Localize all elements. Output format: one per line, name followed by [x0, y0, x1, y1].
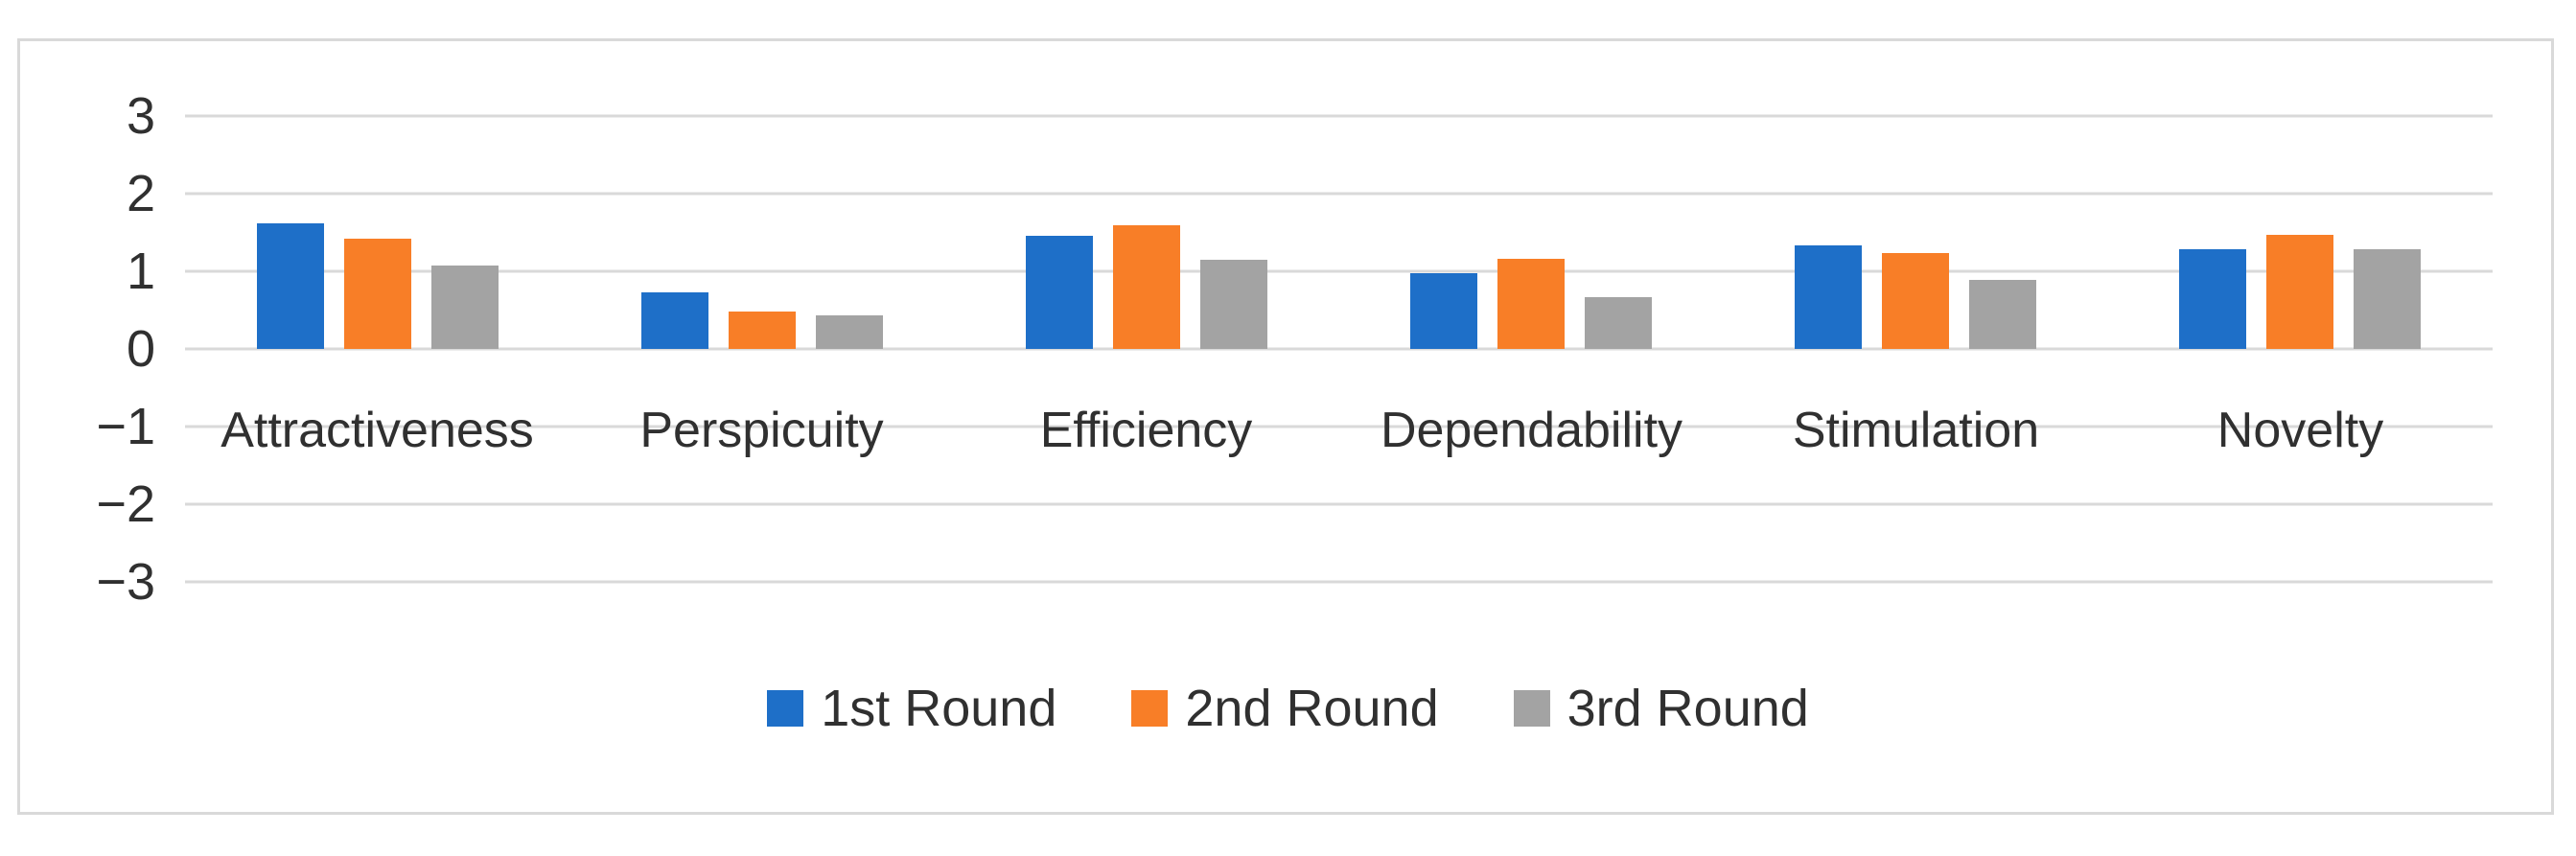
bar-novelty-1st-round	[2179, 249, 2246, 349]
legend-label: 2nd Round	[1185, 680, 1439, 737]
category-label-stimulation: Stimulation	[1792, 403, 2040, 458]
category-label-attractiveness: Attractiveness	[220, 403, 534, 458]
legend-label: 3rd Round	[1566, 680, 1809, 737]
bar-stimulation-2nd-round	[1882, 253, 1949, 349]
bar-efficiency-2nd-round	[1113, 225, 1180, 349]
bar-stimulation-1st-round	[1795, 245, 1862, 349]
gridline-y--1	[185, 425, 2493, 428]
bar-attractiveness-1st-round	[257, 223, 324, 349]
bar-novelty-2nd-round	[2266, 235, 2333, 349]
gridline-y--3	[185, 580, 2493, 584]
bar-perspicuity-1st-round	[641, 292, 708, 349]
bar-perspicuity-2nd-round	[729, 312, 796, 349]
gridline-y-2	[185, 192, 2493, 196]
y-tick-label-3: 3	[126, 87, 155, 145]
legend-label: 1st Round	[821, 680, 1057, 737]
y-tick-label--3: −3	[96, 553, 155, 611]
gridline-y-3	[185, 114, 2493, 118]
y-tick-label-0: 0	[126, 320, 155, 378]
y-tick-label--2: −2	[96, 475, 155, 533]
bar-novelty-3rd-round	[2354, 249, 2421, 349]
legend-item-1st-round: 1st Round	[767, 682, 1056, 734]
bar-perspicuity-3rd-round	[816, 315, 883, 349]
legend-swatch-icon	[1131, 690, 1169, 727]
bar-attractiveness-2nd-round	[344, 239, 411, 349]
gridline-y--2	[185, 502, 2493, 506]
bar-efficiency-1st-round	[1026, 236, 1093, 349]
gridline-y-1	[185, 269, 2493, 273]
bar-stimulation-3rd-round	[1969, 280, 2036, 349]
category-label-efficiency: Efficiency	[1039, 403, 1253, 458]
bar-dependability-2nd-round	[1497, 259, 1565, 349]
category-label-perspicuity: Perspicuity	[639, 403, 884, 458]
legend: 1st Round 2nd Round 3rd Round	[0, 682, 2576, 734]
y-tick-label-1: 1	[126, 243, 155, 300]
category-label-novelty: Novelty	[2216, 403, 2384, 458]
bar-efficiency-3rd-round	[1200, 260, 1267, 349]
legend-item-2nd-round: 2nd Round	[1131, 680, 1439, 737]
legend-item-3rd-round: 3rd Round	[1513, 680, 1809, 737]
y-tick-label-2: 2	[126, 165, 155, 222]
bar-dependability-1st-round	[1410, 273, 1477, 349]
y-tick-label--1: −1	[96, 398, 155, 455]
legend-swatch-icon	[1513, 690, 1550, 727]
legend-swatch-icon	[767, 690, 804, 727]
bar-attractiveness-3rd-round	[431, 266, 499, 349]
bar-dependability-3rd-round	[1585, 297, 1652, 349]
category-label-dependability: Dependability	[1380, 403, 1683, 458]
gridline-y-0	[185, 347, 2493, 351]
